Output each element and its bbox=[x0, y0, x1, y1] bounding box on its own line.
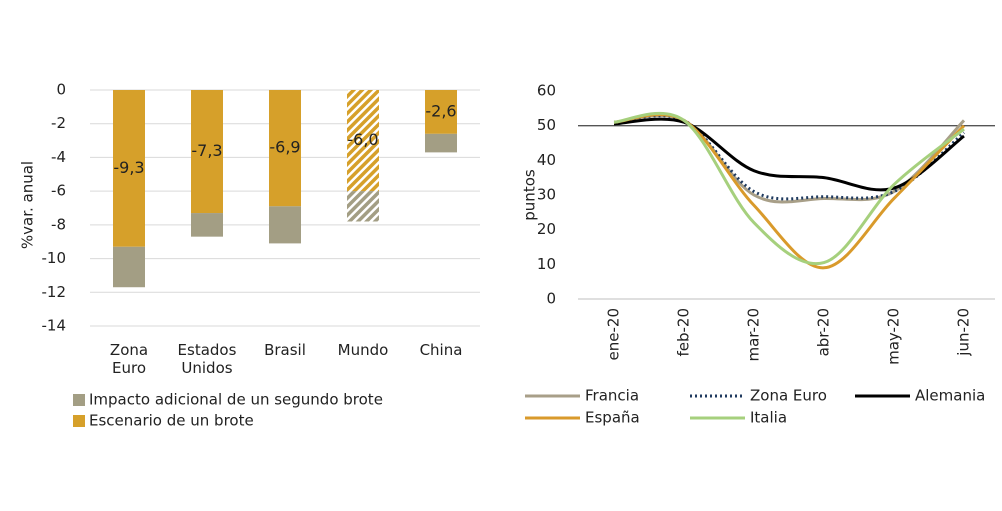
legend-label: Francia bbox=[585, 387, 639, 405]
y-tick-label: 60 bbox=[537, 82, 556, 100]
y-tick-label: -2 bbox=[51, 114, 66, 132]
x-tick-label: may-20 bbox=[885, 308, 903, 365]
bar bbox=[425, 133, 457, 153]
legend-label: Alemania bbox=[915, 387, 985, 405]
line bbox=[613, 114, 965, 201]
x-tick-label: jun-20 bbox=[955, 308, 973, 357]
x-tick-label: China bbox=[419, 341, 463, 359]
legend-swatch bbox=[73, 415, 85, 427]
line bbox=[613, 113, 966, 204]
line bbox=[613, 113, 966, 270]
legend-label: Italia bbox=[750, 409, 787, 427]
y-tick-label: 20 bbox=[537, 220, 556, 238]
y-tick-label: 50 bbox=[537, 116, 556, 134]
x-tick-label: Estados Unidos bbox=[177, 341, 237, 377]
x-tick-label: ene-20 bbox=[605, 308, 623, 360]
x-tick-label: Brasil bbox=[264, 341, 306, 359]
x-tick-label: Mundo bbox=[337, 341, 389, 359]
y-tick-label: -4 bbox=[51, 148, 66, 166]
y-tick-label: -10 bbox=[42, 249, 67, 267]
y-axis-label: %var. anual bbox=[19, 161, 37, 249]
y-tick-label: -8 bbox=[51, 215, 66, 233]
bar bbox=[347, 191, 379, 222]
y-tick-label: -6 bbox=[51, 182, 66, 200]
legend-label: Zona Euro bbox=[750, 387, 827, 405]
x-tick-label: feb-20 bbox=[675, 308, 693, 357]
value-label: -6,0 bbox=[347, 130, 378, 149]
bar bbox=[269, 206, 301, 244]
legend-label: España bbox=[585, 409, 640, 427]
y-tick-label: -12 bbox=[42, 283, 67, 301]
value-label: -6,9 bbox=[269, 138, 300, 157]
legend-label: Escenario de un brote bbox=[89, 412, 254, 430]
x-tick-label: mar-20 bbox=[745, 308, 763, 362]
x-tick-label: Zona Euro bbox=[109, 341, 149, 377]
bar bbox=[113, 90, 145, 247]
value-label: -9,3 bbox=[113, 158, 144, 177]
y-tick-label: 40 bbox=[537, 151, 556, 169]
value-label: -7,3 bbox=[191, 141, 222, 160]
line bbox=[613, 117, 965, 192]
value-label: -2,6 bbox=[425, 101, 456, 120]
y-tick-label: 0 bbox=[56, 81, 66, 99]
bar bbox=[113, 246, 145, 288]
line bbox=[613, 111, 965, 266]
bar bbox=[191, 90, 223, 214]
bar bbox=[269, 90, 301, 207]
y-tick-label: 10 bbox=[537, 255, 556, 273]
y-tick-label: 0 bbox=[546, 290, 556, 308]
bar bbox=[347, 90, 379, 192]
legend-swatch bbox=[73, 394, 85, 406]
y-tick-label: -14 bbox=[42, 317, 67, 335]
y-tick-label: 30 bbox=[537, 186, 556, 204]
x-tick-label: abr-20 bbox=[815, 308, 833, 356]
bar bbox=[425, 90, 457, 134]
legend-label: Impacto adicional de un segundo brote bbox=[89, 391, 383, 409]
y-axis-label: puntos bbox=[521, 169, 539, 221]
bar bbox=[191, 213, 223, 237]
